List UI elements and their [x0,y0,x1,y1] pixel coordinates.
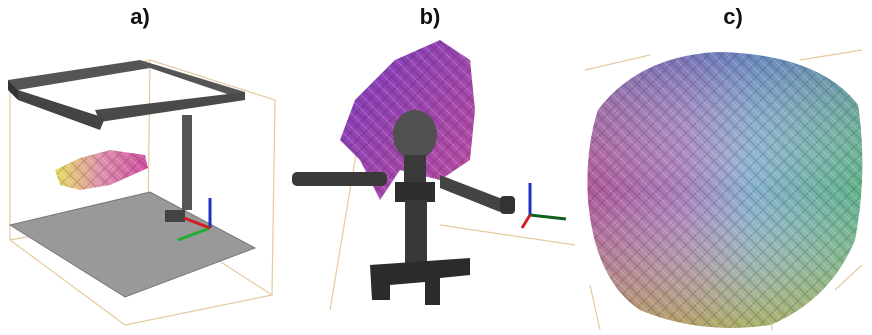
panel-label: c) [723,4,743,29]
panel-c [585,50,862,330]
panel-label: b) [420,4,441,29]
panel-label: a) [130,4,150,29]
page: {"panels": [{"label": "a)"}, {"label": "… [0,0,872,335]
panel-b [292,40,575,310]
panel-a [8,60,275,325]
figure: a) b) c) [0,0,872,335]
